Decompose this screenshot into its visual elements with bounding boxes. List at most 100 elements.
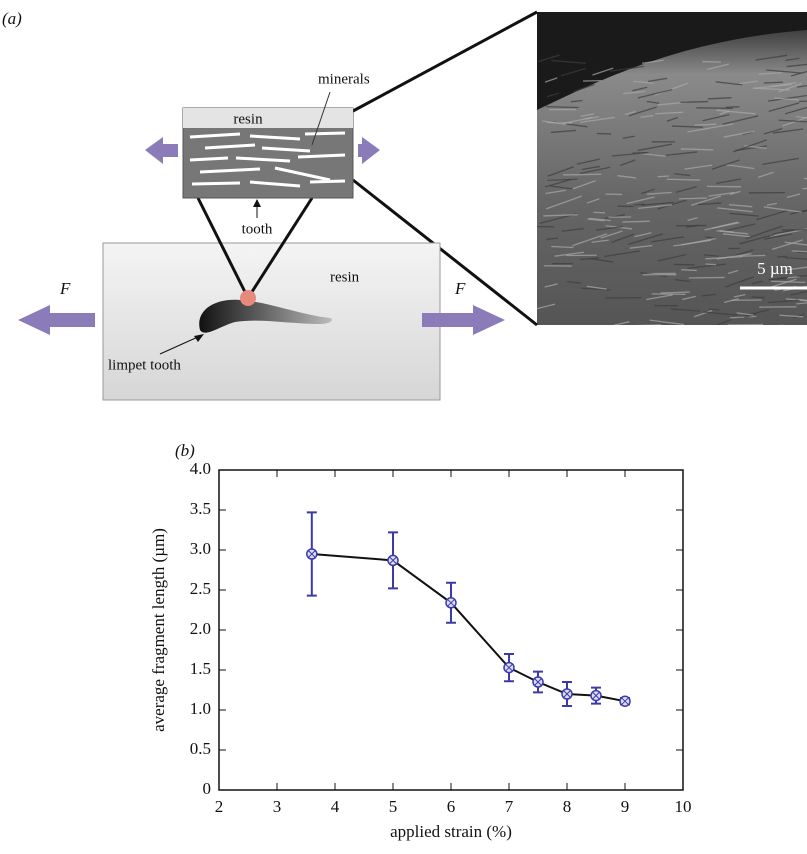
fiber (706, 63, 730, 71)
fiber (745, 225, 783, 240)
fiber (680, 148, 714, 151)
fiber (545, 189, 566, 195)
x-tick-label: 8 (563, 797, 572, 816)
fiber (646, 191, 672, 195)
force-arrow (422, 305, 505, 335)
fiber (716, 178, 742, 184)
fiber (701, 293, 716, 297)
fiber (696, 107, 733, 109)
fiber (723, 130, 755, 138)
fiber (762, 157, 800, 166)
fiber (666, 178, 700, 181)
fiber (592, 67, 614, 76)
fiber (632, 86, 648, 92)
fiber (717, 207, 753, 213)
fiber (774, 97, 800, 101)
fiber (624, 324, 626, 325)
marker-cross (307, 550, 316, 558)
fiber (758, 71, 782, 75)
fiber (716, 109, 756, 115)
marker-cross (389, 556, 397, 565)
fiber (766, 202, 778, 206)
fiber (670, 308, 701, 312)
fiber (739, 80, 758, 85)
fiber (725, 276, 754, 288)
mineral (199, 167, 261, 174)
fiber (586, 198, 600, 204)
fiber (786, 266, 807, 271)
fiber (629, 244, 653, 249)
fiber (586, 285, 607, 290)
fiber (681, 269, 697, 272)
force-label: F (454, 279, 466, 298)
fiber (795, 115, 807, 119)
marker-cross (534, 678, 542, 686)
fiber (721, 223, 756, 233)
fiber (638, 204, 673, 210)
fiber (554, 251, 584, 257)
fiber (702, 60, 722, 63)
fiber (545, 105, 579, 109)
fiber (665, 151, 698, 156)
inset-resin (183, 108, 353, 128)
fiber (770, 277, 787, 281)
fiber (626, 196, 655, 205)
fiber (751, 296, 765, 299)
fiber (657, 253, 687, 262)
fiber (673, 263, 695, 266)
fiber (767, 94, 807, 102)
fiber (544, 77, 558, 83)
scale-bar-label: 5 µm (757, 259, 793, 278)
fiber (786, 63, 807, 68)
minerals-label: minerals (318, 71, 370, 87)
fiber (729, 204, 753, 208)
x-tick-label: 3 (273, 797, 282, 816)
fiber (646, 100, 660, 104)
sample-spot (240, 290, 256, 306)
fiber (796, 274, 807, 277)
fiber (651, 236, 685, 243)
fiber (777, 324, 784, 325)
fiber (543, 214, 578, 217)
connector (196, 197, 250, 299)
x-tick-label: 4 (331, 797, 340, 816)
y-tick-label: 2.5 (190, 579, 211, 598)
mineral (204, 143, 256, 150)
fiber (561, 227, 584, 232)
fiber (591, 239, 609, 243)
fiber (589, 217, 611, 222)
x-axis-label: applied strain (%) (390, 822, 512, 841)
fiber (666, 116, 679, 122)
fiber (719, 229, 735, 233)
fiber (628, 106, 658, 117)
y-tick-label: 2.0 (190, 619, 211, 638)
fiber (779, 314, 804, 318)
fiber (551, 59, 587, 65)
fiber (588, 257, 614, 263)
fiber (757, 171, 774, 178)
x-tick-label: 5 (389, 797, 398, 816)
fiber (784, 257, 807, 260)
marker-cross (621, 697, 629, 706)
fiber (702, 113, 730, 122)
resin-label: resin (330, 269, 360, 285)
fiber (649, 319, 685, 325)
fiber (798, 210, 807, 214)
fiber (797, 84, 807, 88)
fiber (719, 110, 730, 115)
fiber (657, 199, 687, 210)
fiber (560, 67, 586, 77)
fiber (537, 54, 560, 63)
fiber (655, 111, 684, 115)
fiber (791, 250, 807, 253)
fiber (637, 143, 673, 152)
pointer (159, 335, 201, 355)
fiber (633, 324, 661, 325)
tension-arrow (358, 137, 380, 164)
force-label: F (59, 279, 71, 298)
x-tick-label: 6 (447, 797, 456, 816)
y-tick-label: 0.5 (190, 739, 211, 758)
mineral (191, 181, 241, 186)
force-arrow (18, 305, 95, 335)
fiber (739, 233, 775, 245)
